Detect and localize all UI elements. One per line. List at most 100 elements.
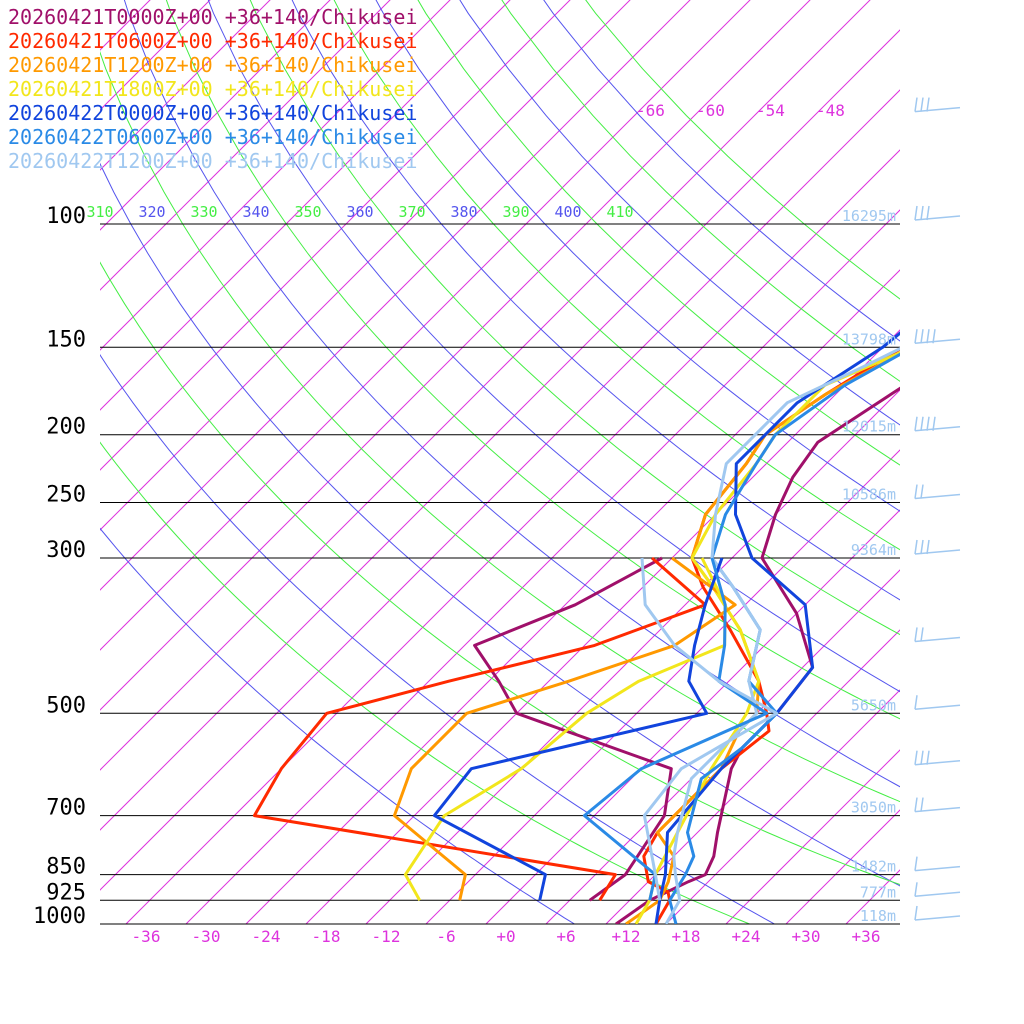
pressure-label: 150 (46, 327, 86, 352)
top-tick-label: -48 (816, 101, 845, 120)
top-tick-label: -60 (696, 101, 725, 120)
profile-line (654, 331, 900, 924)
height-label: 13798m (842, 330, 896, 348)
isotherm-line (906, 0, 1024, 924)
height-label: 1482m (851, 858, 896, 876)
isotherm-line (100, 0, 331, 231)
x-tick-label: +18 (672, 927, 701, 946)
wind-barb (914, 416, 961, 432)
profile-line (473, 556, 673, 902)
x-tick-label: +24 (732, 927, 761, 946)
theta-label: 390 (502, 203, 529, 221)
isotherm-line (845, 869, 900, 924)
legend-item: 20260421T0000Z+00 +36+140/Chikusei (8, 5, 417, 29)
theta-label: 380 (450, 203, 477, 221)
legend-item: 20260421T1200Z+00 +36+140/Chikusei (8, 53, 417, 77)
height-label: 777m (860, 883, 896, 901)
x-tick-label: +0 (496, 927, 515, 946)
isobar-lines (100, 223, 900, 925)
theta-line (100, 527, 575, 924)
theta-e-line (585, 0, 900, 300)
wind-barbs (914, 97, 961, 921)
axis-labels: 100 16295m 150 13798m 200 12015m 250 10586m 300 9… (33, 101, 896, 946)
height-label: 10586m (842, 486, 896, 504)
legend-item: 20260422T0600Z+00 +36+140/Chikusei (8, 125, 417, 149)
theta-label: 410 (606, 203, 633, 221)
profile-line (642, 347, 900, 924)
x-tick-label: +12 (612, 927, 641, 946)
legend-item: 20260422T0000Z+00 +36+140/Chikusei (8, 101, 417, 125)
x-tick-label: +36 (852, 927, 881, 946)
pressure-label: 500 (46, 693, 86, 718)
wind-barb (914, 205, 961, 221)
profile-line (625, 352, 900, 924)
legend-item: 20260421T0600Z+00 +36+140/Chikusei (8, 29, 417, 53)
height-label: 5650m (851, 696, 896, 714)
profile-line (668, 352, 900, 924)
wind-barb (914, 856, 961, 872)
wind-barb (914, 797, 961, 813)
x-tick-label: -12 (372, 927, 401, 946)
legend: 20260421T0000Z+00 +36+140/Chikusei202604… (8, 5, 417, 173)
legend-item: 20260421T1800Z+00 +36+140/Chikusei (8, 77, 417, 101)
pressure-label: 700 (46, 796, 86, 821)
wind-barb (914, 539, 961, 555)
theta-label: 320 (138, 203, 165, 221)
isotherm-line (365, 389, 900, 924)
theta-label: 310 (86, 203, 113, 221)
x-tick-label: -6 (436, 927, 455, 946)
profile-line (432, 557, 724, 901)
isotherm-line (725, 749, 900, 924)
wind-barb (914, 882, 961, 898)
pressure-label: 250 (46, 483, 86, 508)
wind-barb (914, 627, 961, 643)
profile-line (634, 351, 900, 924)
sounding-profiles (252, 331, 900, 924)
theta-label: 360 (346, 203, 373, 221)
theta-label: 340 (242, 203, 269, 221)
wind-barb (914, 484, 961, 500)
pressure-label: 100 (46, 204, 86, 229)
profile-line (640, 557, 779, 901)
theta-line (459, 0, 900, 426)
isotherm-line (966, 0, 1024, 924)
theta-label: 350 (294, 203, 321, 221)
pressure-label: 925 (46, 880, 86, 905)
x-tick-label: -24 (252, 927, 281, 946)
pressure-label: 1000 (33, 904, 86, 929)
isotherm-line (785, 809, 900, 924)
isotherm-line (100, 0, 271, 171)
top-tick-label: -54 (756, 101, 785, 120)
height-label: 118m (860, 907, 896, 925)
height-label: 12015m (842, 418, 896, 436)
wind-barb (914, 750, 961, 766)
isotherm-line (605, 629, 900, 924)
pressure-label: 200 (46, 415, 86, 440)
wind-barb (914, 905, 961, 921)
x-tick-label: +30 (792, 927, 821, 946)
isotherm-line (665, 689, 900, 924)
height-label: 16295m (842, 207, 896, 225)
profile-line (252, 556, 707, 902)
isotherm-line (100, 0, 211, 111)
wind-barb (914, 695, 961, 711)
profile-line (582, 557, 769, 901)
isotherm-line (100, 0, 391, 291)
x-tick-label: +6 (556, 927, 575, 946)
theta-label: 400 (554, 203, 581, 221)
wind-barb (914, 97, 961, 113)
pressure-label: 300 (46, 538, 86, 563)
wind-barb (914, 329, 961, 345)
height-label: 3050m (851, 799, 896, 817)
height-label: 9364m (851, 541, 896, 559)
theta-label: 330 (190, 203, 217, 221)
pressure-label: 850 (46, 855, 86, 880)
x-tick-label: -30 (192, 927, 221, 946)
profile-line (615, 386, 900, 924)
x-tick-label: -18 (312, 927, 341, 946)
top-tick-label: -66 (636, 101, 665, 120)
isotherm-line (100, 0, 451, 351)
isotherm-line (425, 449, 900, 924)
x-tick-label: -36 (132, 927, 161, 946)
